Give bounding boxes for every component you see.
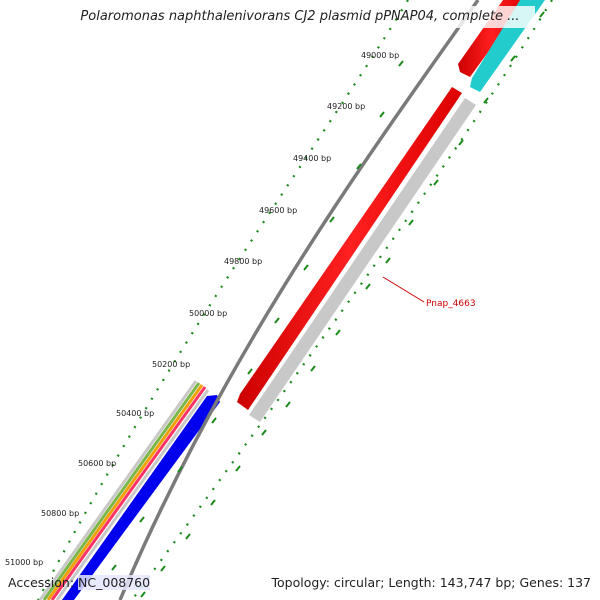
- inner-tick-mark: [365, 283, 371, 290]
- major-tick-mark: [356, 163, 362, 170]
- inner-tick-mark: [483, 97, 489, 104]
- tick-label: 49800 bp: [224, 257, 262, 266]
- tick-label: 49000 bp: [361, 51, 399, 60]
- tick-label: 50800 bp: [41, 509, 79, 518]
- major-tick-mark: [139, 516, 145, 523]
- inner-tick-mark: [408, 219, 414, 226]
- inner-tick-mark: [539, 11, 545, 18]
- tick-labels: 49000 bp 49200 bp 49400 bp 49600 bp 49800 bp…: [5, 11, 545, 598]
- accession-label: Accession:: [8, 575, 79, 590]
- major-tick-mark: [398, 60, 404, 67]
- gray-gene: [249, 98, 476, 422]
- tick-label: 49400 bp: [293, 154, 331, 163]
- map-title: Polaromonas naphthalenivorans CJ2 plasmi…: [80, 9, 520, 24]
- major-tick-mark: [329, 216, 335, 223]
- blue-gene-arrow: [62, 395, 220, 600]
- tick-label: 49600 bp: [259, 206, 297, 215]
- inner-tick-mark: [510, 55, 516, 62]
- outer-gene-stack: [38, 380, 210, 600]
- inner-tick-ring: [131, 0, 553, 600]
- tick-label: 51000 bp: [5, 558, 43, 567]
- tick-label: 50400 bp: [116, 409, 154, 418]
- gene-label: Pnap_4663: [426, 299, 476, 309]
- inner-tick-mark: [210, 499, 216, 506]
- major-tick-mark: [303, 264, 309, 271]
- title-fade: [445, 6, 535, 28]
- accession-text: Accession: NC_008760: [8, 575, 151, 590]
- red-gene-pnap4663: [237, 87, 462, 410]
- major-tick-mark: [177, 466, 183, 473]
- inner-tick-mark: [285, 401, 291, 408]
- major-tick-mark: [211, 417, 217, 424]
- tick-label: 50600 bp: [78, 459, 116, 468]
- accession-value: NC_008760: [78, 575, 151, 590]
- topology-text: Topology: circular; Length: 143,747 bp; …: [271, 575, 592, 590]
- inner-tick-mark: [385, 257, 391, 264]
- tick-label: 49200 bp: [327, 102, 365, 111]
- major-tick-mark: [379, 111, 385, 118]
- inner-tick-mark: [140, 591, 146, 598]
- gene-label-leader: [382, 276, 425, 303]
- inner-tick-mark: [160, 565, 166, 572]
- major-tick-mark: [247, 368, 253, 375]
- outer-tick-ring: [37, 0, 409, 600]
- inner-tick-mark: [235, 465, 241, 472]
- inner-tick-mark: [433, 179, 439, 186]
- major-tick-mark: [111, 564, 117, 571]
- tick-label: 50000 bp: [189, 309, 227, 318]
- inner-tick-mark: [335, 329, 341, 336]
- inner-tick-mark: [185, 533, 191, 540]
- inner-tick-mark: [261, 429, 267, 436]
- backbone: [118, 0, 480, 600]
- inner-tick-mark: [458, 139, 464, 146]
- major-tick-mark: [274, 317, 280, 324]
- inner-tick-mark: [310, 365, 316, 372]
- tick-label: 50200 bp: [152, 360, 190, 369]
